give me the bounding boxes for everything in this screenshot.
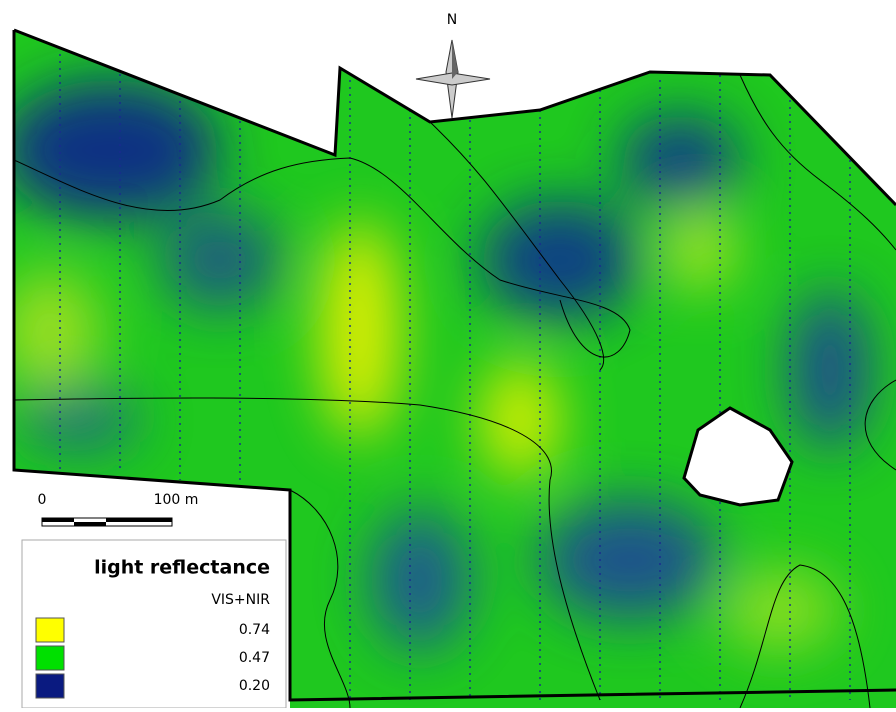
- legend-swatch: [36, 646, 64, 670]
- legend-swatch: [36, 674, 64, 698]
- north-label: N: [447, 12, 457, 28]
- legend-label: 0.74: [239, 622, 270, 638]
- north-arrow: N: [416, 12, 490, 118]
- map: N 0 100 m light reflectance VIS+NIR 0.74…: [0, 0, 896, 708]
- scale-end: 100 m: [154, 492, 199, 508]
- scale-start: 0: [38, 492, 47, 508]
- legend-label: 0.20: [239, 678, 270, 694]
- legend-label: 0.47: [239, 650, 270, 666]
- legend-subtitle: VIS+NIR: [211, 592, 270, 608]
- legend-title: light reflectance: [94, 557, 270, 579]
- scale-bar: 0 100 m: [38, 492, 199, 526]
- legend: light reflectance VIS+NIR 0.74 0.47 0.20: [22, 540, 286, 708]
- legend-swatch: [36, 618, 64, 642]
